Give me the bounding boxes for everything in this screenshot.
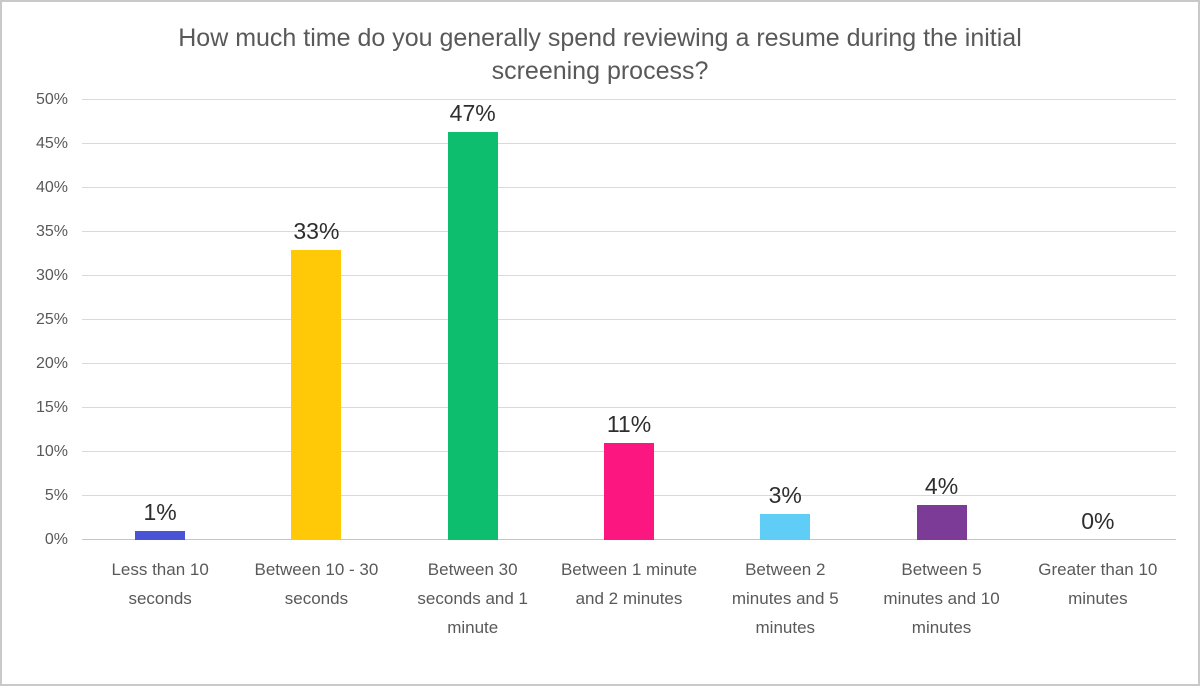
bars-layer: 1% 33% 47% 11% 3% 4% 0% <box>82 100 1176 540</box>
y-axis-tick-label: 0% <box>44 531 68 548</box>
category-label: Between 2 minutes and 5 minutes <box>731 560 839 637</box>
gridline <box>82 143 1176 144</box>
bar-value-label: 33% <box>293 217 340 244</box>
bar-group: 47% <box>395 100 551 540</box>
gridline <box>82 99 1176 100</box>
bar-group: 3% <box>707 100 863 540</box>
y-axis-tick-label: 40% <box>35 179 68 196</box>
bar-group: 0% <box>1020 100 1176 540</box>
y-axis-tick-label: 45% <box>35 135 68 152</box>
bar <box>760 513 811 540</box>
category-label: Between 10 - 30 seconds <box>254 560 379 608</box>
bar-value-label: 47% <box>449 100 496 126</box>
y-axis-tick-label: 5% <box>44 487 68 504</box>
plot-area: 0% 5% 10% 15% 20% 25% 30% 35% 40% 45% 50% 1% 33% 47% 1… <box>36 91 1176 548</box>
y-axis-tick-label: 30% <box>35 267 68 284</box>
bar <box>291 249 342 540</box>
y-axis-tick-label: 20% <box>35 355 68 372</box>
gridline <box>82 319 1176 320</box>
bar-value-label: 0% <box>1081 508 1115 534</box>
category-label: Between 30 seconds and 1 minute <box>417 560 528 637</box>
bar-group: 4% <box>863 100 1019 540</box>
bar <box>135 531 186 540</box>
bar-value-label: 1% <box>143 499 177 526</box>
bar <box>603 443 654 540</box>
category-axis: Less than 10 seconds Between 10 - 30 seco… <box>82 556 1176 643</box>
bar-value-label: 4% <box>924 472 959 499</box>
y-axis-tick-label: 25% <box>35 311 68 328</box>
bar-group: 1% <box>82 100 238 540</box>
bar <box>916 504 967 540</box>
gridline <box>82 363 1176 364</box>
bar-group: 11% <box>551 100 707 540</box>
bar <box>447 132 498 540</box>
y-axis-tick-label: 50% <box>35 91 68 108</box>
bar-value-label: 11% <box>606 411 652 438</box>
y-axis-tick-label: 15% <box>35 399 68 416</box>
y-axis-tick-label: 10% <box>35 443 68 460</box>
bar-value-label: 3% <box>768 481 802 508</box>
gridline <box>82 275 1176 276</box>
chart-title: How much time do you generally spend rev… <box>178 24 1022 85</box>
category-label: Between 5 minutes and 10 minutes <box>883 560 1000 637</box>
y-axis-tick-label: 35% <box>35 223 68 240</box>
category-label: Between 1 minute and 2 minutes <box>560 560 698 608</box>
bar-group: 33% <box>238 100 394 540</box>
category-label: Greater than 10 minutes <box>1038 560 1158 608</box>
gridline <box>82 187 1176 188</box>
gridline <box>82 231 1176 232</box>
category-label: Less than 10 seconds <box>111 560 209 608</box>
gridline <box>82 407 1176 408</box>
